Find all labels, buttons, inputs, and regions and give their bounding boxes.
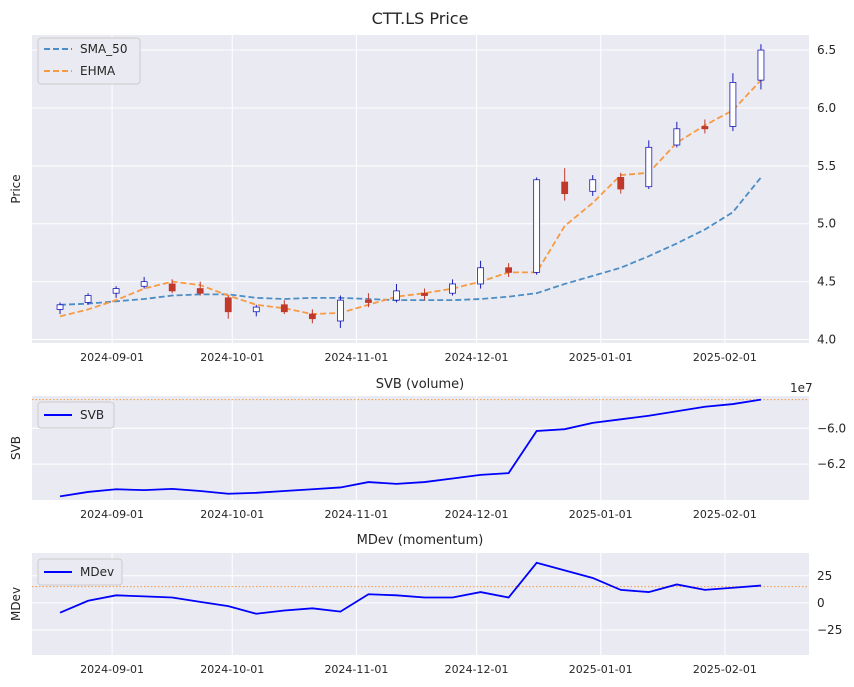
svb-series-layer xyxy=(59,398,762,498)
candle-body xyxy=(533,179,541,273)
candle-body xyxy=(673,128,681,146)
mdev-tick-labels: 2024-09-01 2024-10-01 2024-11-01 2024-12-01… xyxy=(80,569,842,676)
x-tick-label: 2024-12-01 xyxy=(445,508,509,521)
x-tick-label: 2024-12-01 xyxy=(445,663,509,676)
price-title: CTT.LS Price xyxy=(372,9,469,28)
x-tick-label: 2025-01-01 xyxy=(569,351,633,364)
x-tick-label: 2024-10-01 xyxy=(200,351,264,364)
candle-body xyxy=(421,292,428,296)
x-tick-label: 2025-01-01 xyxy=(569,508,633,521)
price-legend: SMA_50 EHMA xyxy=(37,37,141,85)
candle-body xyxy=(308,313,316,320)
y-tick-label: −6.2 xyxy=(817,457,846,471)
price-plot-area xyxy=(32,35,809,343)
svb-tick-labels: 2024-09-01 2024-10-01 2024-11-01 2024-12-01… xyxy=(80,421,846,521)
candle-body xyxy=(84,295,92,303)
y-tick-label: 6.5 xyxy=(817,43,836,57)
candle-body xyxy=(224,297,232,313)
svb-offset-label: 1e7 xyxy=(790,381,813,395)
price-candles-layer xyxy=(56,44,765,328)
candle-body xyxy=(729,82,737,127)
x-tick-label: 2025-02-01 xyxy=(693,663,757,676)
series-line-mdev xyxy=(59,561,762,615)
x-tick-label: 2024-11-01 xyxy=(324,663,388,676)
x-tick-label: 2024-09-01 xyxy=(80,663,144,676)
mdev-legend: MDev xyxy=(37,558,123,586)
x-tick-label: 2024-11-01 xyxy=(324,508,388,521)
candle-body xyxy=(112,288,120,294)
price-tick-labels: 2024-09-01 2024-10-01 2024-11-01 2024-12-01… xyxy=(80,43,836,364)
legend-label-ehma: EHMA xyxy=(80,64,116,78)
x-tick-label: 2024-09-01 xyxy=(80,351,144,364)
series-line-svb xyxy=(59,398,762,498)
mdev-gridlines xyxy=(32,553,809,655)
candle-body xyxy=(645,146,653,188)
y-tick-label: 4.5 xyxy=(817,275,836,289)
candle-body xyxy=(365,299,372,303)
y-tick-label: −25 xyxy=(817,623,842,637)
price-panel: CTT.LS Price Price 2024-09-01 2024-10-01 2… xyxy=(9,9,836,364)
candle-body xyxy=(589,179,597,192)
mdev-plot-area xyxy=(32,553,809,655)
y-tick-label: 25 xyxy=(817,569,832,583)
svb-title: SVB (volume) xyxy=(376,377,465,392)
x-tick-label: 2024-12-01 xyxy=(445,351,509,364)
price-y-axis-label: Price xyxy=(9,174,23,203)
svb-panel: SVB (volume) SVB 1e7 2024-09-01 2024-10-0… xyxy=(9,377,846,521)
candle-body xyxy=(252,306,260,313)
candle-body xyxy=(280,304,288,313)
svb-legend-box xyxy=(37,401,115,429)
candle-body xyxy=(449,283,456,294)
mdev-series-layer xyxy=(59,561,762,615)
series-line-ehma xyxy=(59,79,762,318)
x-tick-label: 2024-09-01 xyxy=(80,508,144,521)
candle-body xyxy=(336,299,344,322)
x-tick-label: 2024-11-01 xyxy=(324,351,388,364)
y-tick-label: 5.0 xyxy=(817,217,836,231)
legend-label-svb: SVB xyxy=(80,408,104,422)
svb-plot-area xyxy=(32,396,809,500)
mdev-title: MDev (momentum) xyxy=(357,533,484,548)
x-tick-label: 2025-01-01 xyxy=(569,663,633,676)
y-tick-label: −6.0 xyxy=(817,421,846,435)
y-tick-label: 5.5 xyxy=(817,159,836,173)
candle-body xyxy=(168,283,176,292)
x-tick-label: 2025-02-01 xyxy=(693,351,757,364)
series-line-sma-50 xyxy=(59,176,762,306)
mdev-panel: MDev (momentum) MDev 2024-09-01 2024-10-0… xyxy=(9,533,842,676)
candle-body xyxy=(701,126,709,130)
candle-body xyxy=(505,267,513,273)
x-tick-label: 2024-10-01 xyxy=(200,663,264,676)
y-tick-label: 6.0 xyxy=(817,101,836,115)
candle-body xyxy=(617,177,625,190)
y-tick-label: 0 xyxy=(817,596,825,610)
y-tick-label: 4.0 xyxy=(817,333,836,347)
x-tick-label: 2025-02-01 xyxy=(693,508,757,521)
price-gridlines xyxy=(32,35,809,343)
candle-body xyxy=(561,181,569,195)
svb-gridlines xyxy=(32,396,809,500)
svb-legend: SVB xyxy=(37,401,115,429)
legend-label-mdev: MDev xyxy=(80,565,114,579)
mdev-legend-box xyxy=(37,558,123,586)
candle-body xyxy=(393,290,400,301)
price-series-layer xyxy=(59,79,762,318)
legend-label-sma-50: SMA_50 xyxy=(80,42,127,56)
candle-body xyxy=(196,288,204,294)
mdev-y-axis-label: MDev xyxy=(9,587,23,621)
candle-body xyxy=(757,49,765,81)
svb-y-axis-label: SVB xyxy=(9,436,23,460)
x-tick-label: 2024-10-01 xyxy=(200,508,264,521)
candle-body xyxy=(140,281,148,287)
candle-body xyxy=(56,304,64,310)
candle-body xyxy=(477,267,484,285)
